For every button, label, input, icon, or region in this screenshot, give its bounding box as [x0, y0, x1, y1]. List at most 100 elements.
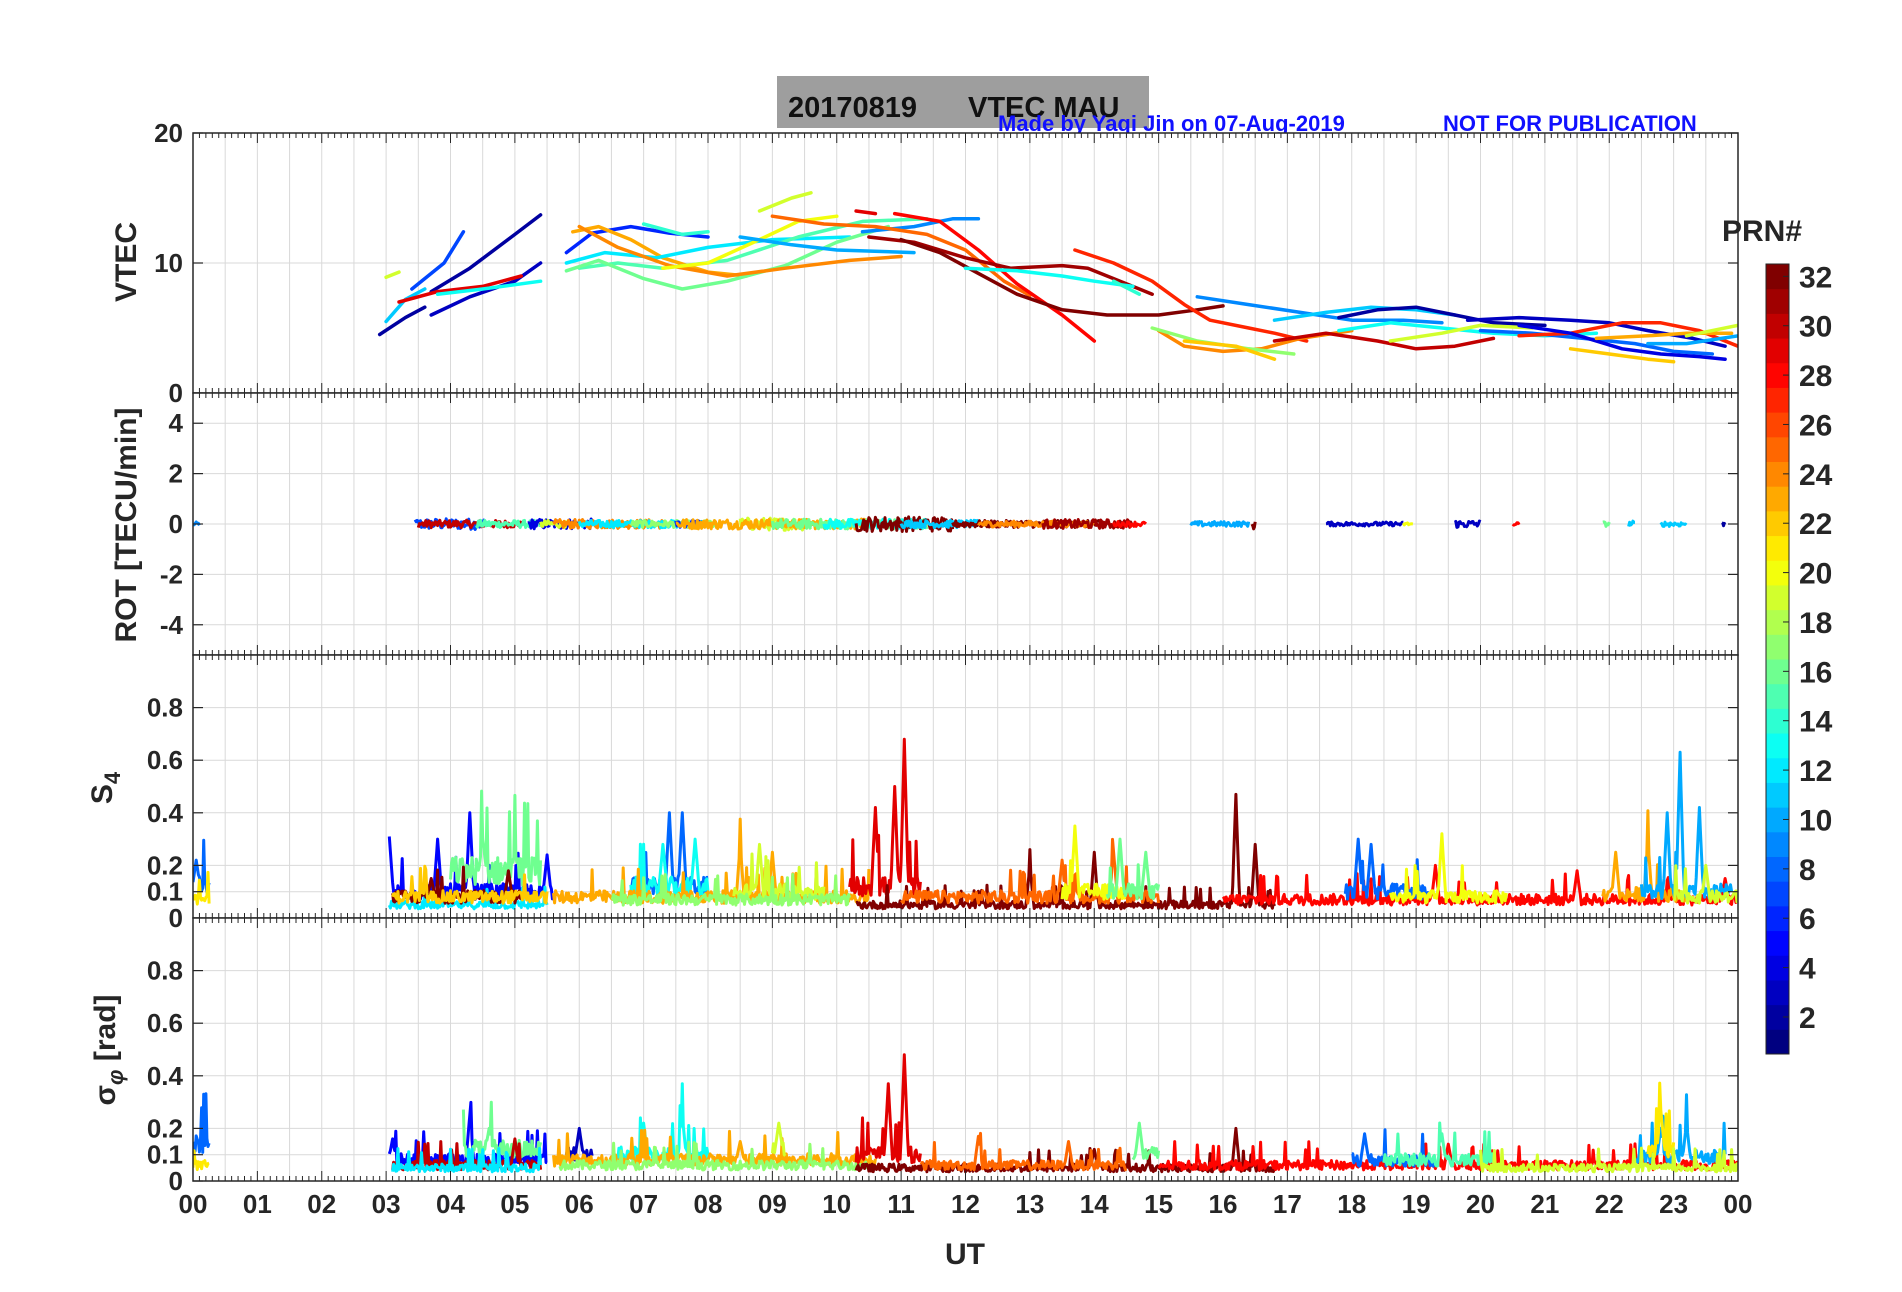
rot-series-prn-3	[1325, 520, 1404, 528]
colorbar-title: PRN#	[1722, 215, 1802, 248]
vtec-series-prn-14	[1111, 279, 1142, 296]
title-date: 20170819	[788, 92, 917, 124]
sigma-series-prn-12	[391, 1146, 543, 1174]
rot-ytick-label: -2	[160, 559, 183, 589]
s4-series-prn-12	[387, 883, 549, 911]
svg-text:σφ [rad]: σφ [rad]	[89, 994, 128, 1105]
x-tick-label: 14	[1080, 1189, 1109, 1219]
s4-series-prn-29	[848, 737, 922, 898]
colorbar-tick-label: 4	[1799, 953, 1816, 986]
vtec-axis-title: VTEC	[110, 222, 143, 302]
colorbar-tick-label: 2	[1799, 1002, 1816, 1035]
sigma-series-prn-10	[1633, 1093, 1727, 1165]
colorbar-cell	[1766, 535, 1789, 561]
vtec-series-prn-2	[377, 305, 427, 337]
sigma-series-prn-19	[770, 1121, 787, 1157]
s4-series-prn-21	[193, 870, 211, 906]
x-tick-label: 10	[822, 1189, 851, 1219]
notice-text: NOT FOR PUBLICATION	[1443, 111, 1697, 136]
colorbar-cell	[1766, 486, 1789, 512]
s4-ytick-label: 0.8	[147, 693, 183, 723]
colorbar-cell	[1766, 609, 1789, 635]
x-tick-label: 03	[372, 1189, 401, 1219]
colorbar-cell	[1766, 387, 1789, 413]
s4-axis-title: S4	[86, 771, 125, 804]
vtec-ytick-label: 0	[169, 378, 183, 408]
rot-axis-title: ROT [TECU/min]	[110, 408, 143, 643]
vtec-series-prn-13	[435, 279, 543, 296]
colorbar-cell	[1766, 659, 1789, 685]
sigma-series-prn-19	[1479, 1146, 1738, 1174]
vtec-series-prn-19	[384, 270, 401, 280]
colorbar-tick-label: 8	[1799, 854, 1816, 887]
s4-series-prn-8	[1343, 837, 1431, 901]
rot-series-prn-11	[1627, 519, 1636, 527]
credit-text: Made by Yaqi Jin on 07-Aug-2019	[998, 111, 1345, 136]
vtec-series-prn-19	[1684, 323, 1738, 338]
colorbar-cell	[1766, 979, 1789, 1006]
colorbar-cell	[1766, 856, 1789, 882]
vtec-series-prn-4	[1517, 323, 1727, 361]
colorbar-cell	[1766, 338, 1789, 364]
sigma-series-prn-25	[919, 1131, 1128, 1172]
s4-ytick-label: 0.4	[147, 798, 184, 828]
colorbar-cell	[1766, 881, 1789, 907]
x-tick-label: 00	[179, 1189, 208, 1219]
vtec-series-prn-19	[1388, 323, 1534, 343]
rot-series-prn-9	[193, 520, 201, 527]
vtec-series-prn-3	[1465, 315, 1727, 348]
sigma-series-prn-16	[461, 1100, 543, 1160]
sigma-ytick-label: 0.8	[147, 956, 183, 986]
x-tick-label: 18	[1337, 1189, 1366, 1219]
vtec-series-prn-13	[963, 266, 1135, 289]
vtec-series-prn-25	[770, 214, 1032, 298]
colorbar-cell	[1766, 436, 1789, 462]
s4-ytick-label: 0.2	[147, 850, 183, 880]
vtec-ytick-label: 10	[154, 248, 183, 278]
vtec-series-prn-30	[1272, 331, 1496, 351]
colorbar-cell	[1766, 510, 1789, 537]
colorbar-tick-label: 20	[1799, 558, 1832, 591]
s4-series-prn-16	[1105, 837, 1161, 901]
sigma-series-prn-21	[1646, 1081, 1676, 1159]
rot-ytick-label: -4	[160, 610, 184, 640]
colorbar-cell	[1766, 461, 1789, 487]
x-tick-label: 21	[1530, 1189, 1559, 1219]
colorbar-cell	[1766, 1004, 1789, 1030]
vtec-series-prn-31	[867, 235, 1154, 296]
colorbar-cell	[1766, 362, 1789, 388]
sigma-data	[193, 1053, 1738, 1174]
colorbar-tick-label: 28	[1799, 360, 1832, 393]
s4-series-prn-20	[1388, 832, 1508, 905]
rot-series-prn-3	[1453, 519, 1482, 529]
x-tick-label: 07	[629, 1189, 658, 1219]
sigma-series-prn-8	[193, 1092, 211, 1154]
sigma-phi-panel: 00.10.2 0.4 0.6 0.8 00 01 02 03 04 05 06 07 08 09 10 11…	[147, 917, 1752, 1219]
vtec-series-prn-2	[1337, 305, 1547, 328]
x-tick-label: 05	[500, 1189, 529, 1219]
vtec-series-prn-27	[1073, 248, 1309, 343]
vtec-series-prn-32	[899, 237, 1225, 317]
colorbar-tick-label: 22	[1799, 508, 1832, 541]
colorbar-tick-label: 16	[1799, 656, 1832, 689]
x-tick-label: 13	[1015, 1189, 1044, 1219]
vtec-series-prn-16	[564, 224, 891, 291]
vtec-series-prn-23	[1594, 331, 1734, 341]
title-box	[777, 76, 1149, 128]
x-tick-label: 22	[1595, 1189, 1624, 1219]
rot-series-prn-30	[416, 518, 523, 530]
vtec-series-prn-2	[429, 213, 543, 294]
rot-series-prn-20	[1401, 521, 1414, 527]
title-label: VTEC MAU	[968, 92, 1119, 124]
colorbar-cell	[1766, 708, 1789, 734]
vtec-series-prn-7	[410, 230, 466, 291]
rot-ytick-label: 4	[169, 408, 184, 438]
sigma-ytick-label: 0	[169, 1166, 183, 1196]
colorbar-cell	[1766, 733, 1789, 759]
s4-ytick-label: 0	[169, 903, 183, 933]
colorbar-cell	[1766, 264, 1789, 290]
x-tick-label: 19	[1402, 1189, 1431, 1219]
x-tick-label: 11	[887, 1189, 915, 1219]
